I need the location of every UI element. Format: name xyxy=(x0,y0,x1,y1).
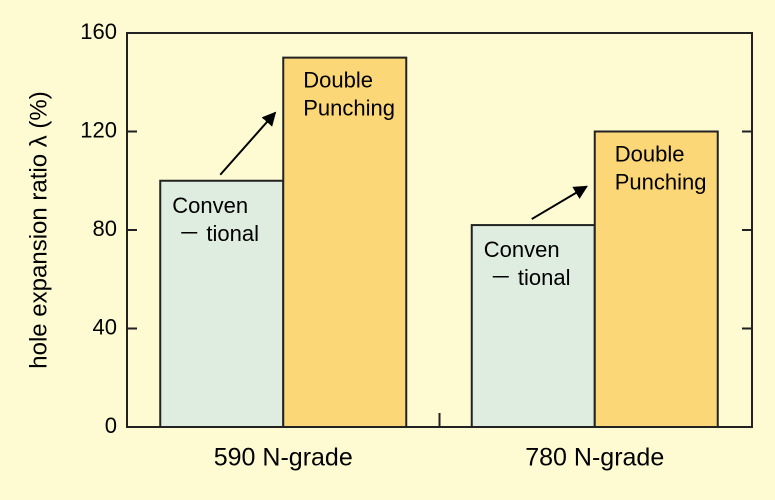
x-tick-label: 590 N-grade xyxy=(214,444,353,472)
arrow xyxy=(219,111,277,176)
bar xyxy=(470,224,596,428)
y-tick-label: 120 xyxy=(80,117,117,142)
y-tick-label: 0 xyxy=(105,413,117,438)
arrow xyxy=(531,185,588,220)
bar xyxy=(593,130,719,428)
bar-label: Conven － tional xyxy=(484,237,571,290)
bar-label: Double Punching xyxy=(615,141,707,194)
x-tick-label: 780 N-grade xyxy=(525,444,664,472)
bar-label: Conven － tional xyxy=(172,193,259,246)
y-tick-label: 160 xyxy=(80,19,117,44)
bar xyxy=(159,179,285,428)
bar-label: Double Punching xyxy=(303,67,395,120)
y-axis-label: hole expansion ratio λ (%) xyxy=(25,91,52,368)
y-tick-label: 80 xyxy=(93,216,117,241)
y-tick-label: 40 xyxy=(93,314,117,339)
